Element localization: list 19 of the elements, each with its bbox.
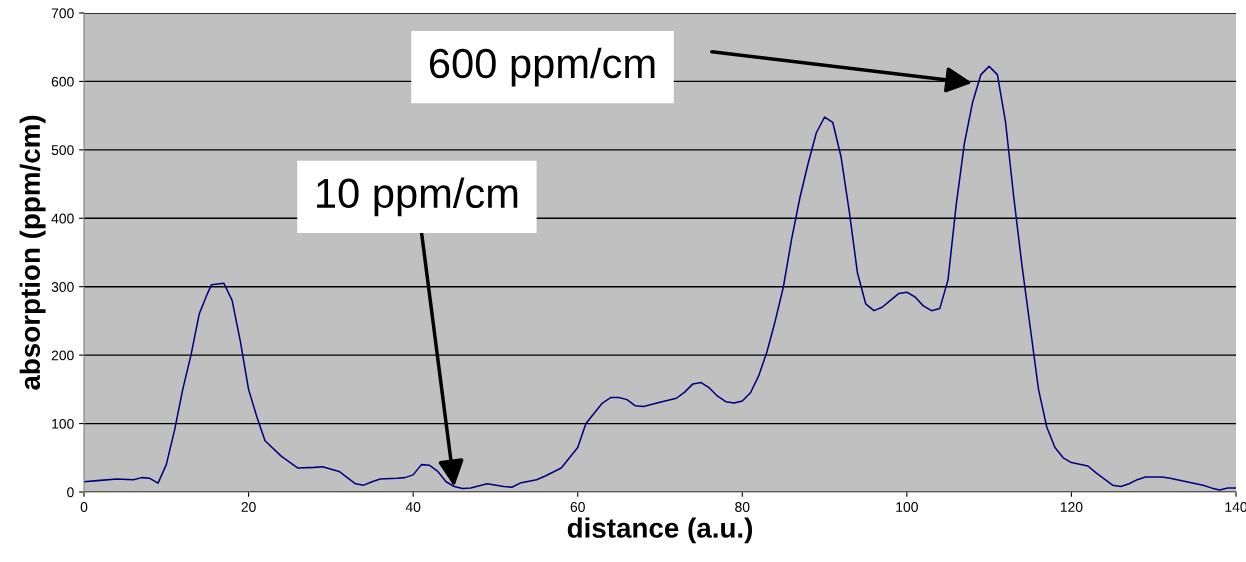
- annotation: 10 ppm/cm: [317, 177, 518, 217]
- x-tick-label: 40: [405, 502, 421, 512]
- y-tick-label: 100: [52, 418, 74, 429]
- y-tick-label: 500: [51, 145, 74, 156]
- x-axis-title: distance (a.u.): [567, 517, 753, 544]
- y-axis-title: absorption (ppm/cm): [19, 115, 46, 390]
- x-tick-label: 100: [896, 502, 918, 512]
- y-tick-label: 300: [51, 282, 74, 292]
- y-tick-label: 600: [51, 76, 74, 87]
- x-tick-label: 60: [570, 502, 585, 512]
- y-tick-label: 700: [51, 8, 74, 19]
- y-tick-label: 0: [67, 487, 74, 498]
- x-tick-label: 120: [1060, 502, 1083, 512]
- y-tick-label: 200: [51, 350, 74, 361]
- x-tick-label: 20: [241, 502, 256, 512]
- y-tick-label: 400: [51, 213, 74, 224]
- annotation: 600 ppm/cm: [429, 47, 655, 87]
- x-tick-label: 80: [735, 502, 750, 512]
- x-tick-label: 0: [80, 502, 88, 512]
